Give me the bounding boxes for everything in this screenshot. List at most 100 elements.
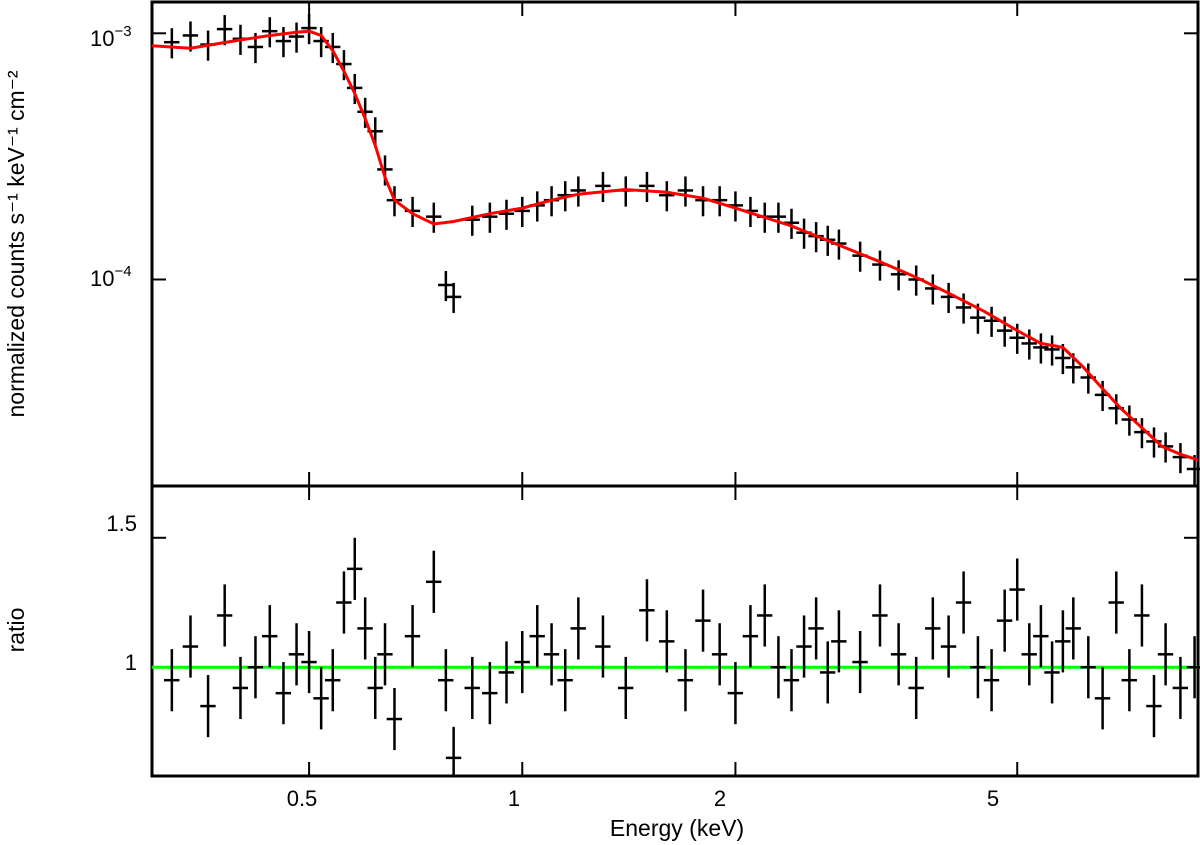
spectrum-data-point	[940, 282, 957, 314]
spectrum-data-point	[595, 171, 611, 203]
ratio-data-point	[346, 537, 363, 600]
spectrum-data-point	[677, 176, 694, 207]
ratio-data-point	[770, 636, 787, 699]
xtick-label-0.5: 0.5	[287, 786, 318, 811]
ratio-data-point	[808, 597, 824, 660]
ratio-data-point	[639, 579, 655, 642]
ratio-data-point	[783, 649, 800, 712]
ratio-data-point	[908, 656, 924, 720]
spectrum-panel: 10−3 10−4 normalized counts s⁻¹ keV⁻¹ cm…	[3, 0, 1200, 488]
ratio-data-point	[464, 656, 480, 720]
ratio-data-point	[261, 605, 278, 668]
ratio-data-point	[831, 610, 847, 673]
ratio-data-point	[247, 636, 264, 699]
spectrum-data-point	[182, 21, 199, 52]
ratio-data-point	[796, 615, 812, 678]
spectrum-data-point	[288, 22, 305, 53]
ratio-data-point	[955, 571, 972, 634]
ratio-data-point	[1134, 584, 1150, 647]
ratio-data-point	[1157, 623, 1174, 686]
ratio-data-point	[1108, 571, 1124, 634]
ratio-data-point	[529, 605, 545, 668]
ratio-data-point	[404, 605, 421, 668]
spectrum-data-point	[1009, 323, 1025, 354]
xlabel: Energy (keV)	[610, 815, 744, 841]
spectrum-data-point	[1033, 333, 1049, 364]
ratio-data-point	[216, 584, 233, 647]
ratio-data-point	[852, 631, 868, 694]
ratio-data-point	[996, 589, 1013, 652]
ratio-data-point	[872, 584, 888, 647]
ratio-data-point	[1055, 610, 1071, 673]
spectrum-data-point	[1044, 335, 1060, 366]
ratio-data-point	[232, 656, 249, 720]
ratio-data-point	[1172, 656, 1189, 720]
ratio-data-points	[164, 537, 1200, 776]
spectrum-data-point	[514, 196, 530, 228]
ratio-data-point	[727, 662, 744, 725]
spectrum-data-point	[482, 202, 498, 233]
ratio-data-point	[313, 667, 329, 730]
ytick-label-1e-3: 10−3	[90, 23, 132, 51]
spectrum-data-point	[770, 202, 787, 233]
ratio-data-point	[819, 641, 836, 704]
spectrum-data-points	[164, 14, 1200, 486]
ratio-data-point	[1033, 605, 1049, 668]
ratio-data-point	[164, 649, 180, 712]
spectrum-data-point	[426, 202, 442, 233]
ratio-data-point	[301, 631, 317, 694]
ratio-data-point	[336, 571, 352, 634]
ratio-data-point	[288, 623, 305, 686]
ratio-data-point	[557, 649, 573, 712]
ratio-data-point	[659, 610, 675, 673]
ratio-data-point	[1094, 667, 1111, 730]
ratio-data-point	[324, 649, 341, 712]
ratio-data-point	[617, 656, 634, 720]
ratio-data-point	[426, 550, 442, 613]
spectrum-data-point	[955, 293, 972, 324]
ratio-data-point	[983, 649, 1000, 712]
xtick-label-2: 2	[714, 786, 726, 811]
ratio-data-point	[1121, 649, 1137, 712]
ratio-data-point	[182, 615, 199, 678]
spectrum-data-point	[445, 282, 462, 314]
ytick-label-1.5: 1.5	[106, 511, 137, 536]
ratio-data-point	[940, 615, 957, 678]
ratio-data-point	[925, 597, 941, 660]
ratio-data-point	[498, 641, 515, 704]
spectrum-data-point	[164, 28, 180, 59]
spectrum-data-point	[659, 181, 675, 212]
ratio-data-point	[677, 649, 694, 712]
ratio-data-point	[482, 662, 498, 725]
spectrum-model-curve	[151, 29, 1199, 462]
ratio-data-point	[570, 597, 586, 660]
spectrum-plot-frame	[150, 0, 1200, 488]
spectrum-tick-marks	[152, 2, 1198, 486]
ratio-data-point	[1021, 623, 1037, 686]
ratio-data-point	[695, 589, 711, 652]
ratio-data-point	[1080, 636, 1096, 699]
ratio-data-point	[711, 623, 728, 686]
ratio-data-point	[386, 687, 403, 751]
ytick-label-1e-4: 10−4	[90, 263, 132, 291]
spectrum-data-point	[275, 27, 292, 58]
spectrum-data-point	[464, 205, 480, 236]
spectrum-data-point	[301, 14, 317, 45]
xtick-label-1: 1	[508, 786, 520, 811]
ratio-data-point	[367, 656, 383, 720]
ratio-data-point	[1065, 597, 1081, 660]
spectrum-data-point	[1021, 329, 1037, 360]
spectrum-data-point	[890, 260, 907, 291]
spectrum-data-point	[216, 15, 233, 46]
spectrum-data-point	[324, 32, 341, 64]
spectrum-data-point	[639, 171, 655, 203]
spectrum-data-point	[261, 17, 278, 48]
spectrum-data-point	[346, 73, 363, 105]
ratio-data-point	[275, 662, 292, 725]
ratio-data-point	[1044, 641, 1060, 704]
spectrum-ylabel: normalized counts s⁻¹ keV⁻¹ cm⁻²	[3, 70, 29, 417]
ytick-label-1: 1	[125, 650, 137, 675]
ratio-data-point	[756, 584, 773, 647]
ratio-data-point	[438, 649, 454, 712]
